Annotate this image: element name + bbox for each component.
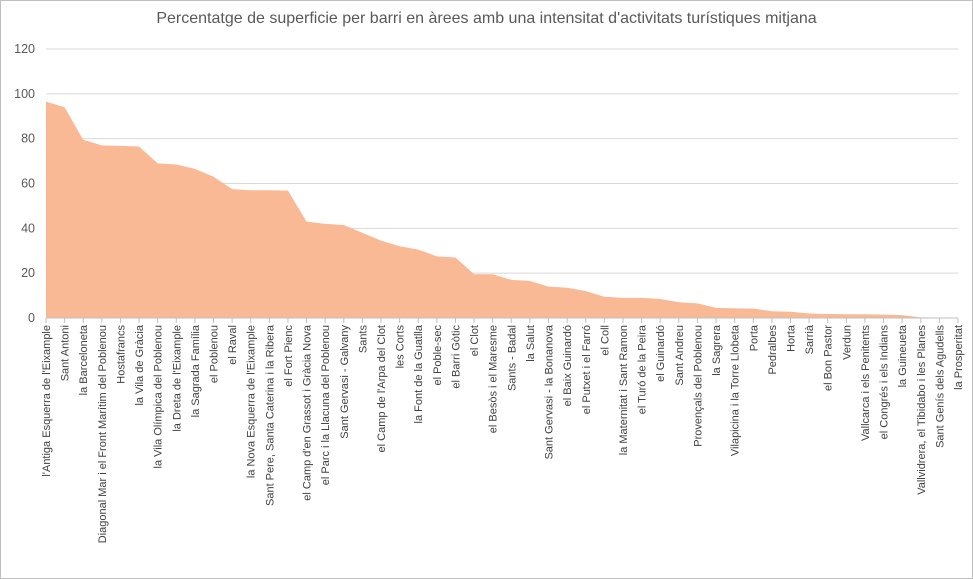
data-area — [46, 101, 958, 319]
chart-title: Percentatge de superficie per barri en à… — [156, 10, 817, 27]
x-tick-label: el Baix Guinardó — [562, 325, 574, 406]
x-tick-label: el Coll — [599, 325, 611, 356]
x-tick-label: la Sagrera — [711, 324, 723, 376]
x-tick-label: Diagonal Mar i el Front Marítim del Pobl… — [97, 325, 109, 543]
x-tick-label: el Turó de la Peira — [637, 324, 649, 414]
x-tick-label: Vallvidrera, el Tibidabo i les Planes — [916, 325, 928, 495]
x-tick-label: Porta — [748, 324, 760, 351]
x-tick-label: el Parc i la Llacuna del Poblenou — [320, 325, 332, 485]
area-series — [46, 101, 958, 319]
x-tick-label: Provençals del Poblenou — [692, 325, 704, 447]
x-tick-label: les Corts — [395, 325, 407, 369]
x-tick-label: Sant Gervasi - Galvany — [339, 325, 351, 439]
x-tick-label: el Camp d'en Grassot i Gràcia Nova — [302, 324, 314, 501]
x-tick-label: el Poblenou — [209, 325, 221, 383]
x-tick-label: el Camp de l'Arpa del Clot — [376, 325, 388, 452]
y-tick-label: 80 — [21, 132, 35, 146]
y-tick-label: 20 — [21, 266, 35, 280]
y-tick-label: 120 — [14, 42, 35, 56]
x-tick-label: Sant Genís dels Agudells — [934, 325, 946, 448]
x-tick-label: Sant Antoni — [60, 325, 72, 381]
x-tick-label: Hostafrancs — [115, 325, 127, 384]
x-tick-label: la Guineueta — [897, 324, 909, 387]
x-tick-label: la Salut — [525, 325, 537, 362]
x-tick-label: el Congrés i els Indians — [879, 325, 891, 440]
x-tick-label: el Bon Pastor — [823, 325, 835, 391]
x-tick-label: Sants — [357, 325, 369, 354]
x-tick-label: Sant Gervasi - la Bonanova — [544, 324, 556, 459]
x-tick-label: el Clot — [469, 325, 481, 356]
x-tick-label: l'Antiga Esquerra de l'Eixample — [41, 325, 53, 477]
x-tick-label: la Barceloneta — [78, 324, 90, 395]
x-tick-label: el Raval — [227, 325, 239, 365]
x-tick-label: el Putxet i el Farró — [581, 325, 593, 414]
x-axis-labels: l'Antiga Esquerra de l'Eixample Sant Anto… — [41, 324, 965, 543]
x-tick-label: Sant Andreu — [674, 325, 686, 386]
x-tick-label: el Fort Pienc — [283, 325, 295, 387]
x-tick-label: la Maternitat i Sant Ramon — [618, 325, 630, 455]
x-tick-label: Sarrià — [804, 324, 816, 354]
x-tick-label: la Vila Olímpica del Poblenou — [153, 325, 165, 469]
x-tick-label: la Prosperitat — [953, 325, 965, 390]
y-tick-label: 100 — [14, 87, 35, 101]
x-tick-label: Sant Pere, Santa Caterina i la Ribera — [264, 324, 276, 506]
x-tick-label: el Besòs i el Maresme — [488, 325, 500, 433]
x-tick-label: la Sagrada Família — [190, 324, 202, 417]
y-tick-label: 40 — [21, 221, 35, 235]
x-tick-label: Vilapicina i la Torre Llobeta — [730, 324, 742, 456]
y-tick-label: 60 — [21, 177, 35, 191]
y-axis-labels: 0 20 40 60 80 100 120 — [14, 42, 35, 325]
x-tick-label: Pedralbes — [767, 325, 779, 375]
x-tick-label: la Dreta de l'Eixample — [171, 325, 183, 432]
x-tick-label: la Font de la Guatlla — [413, 324, 425, 423]
x-tick-label: Sants - Badal — [506, 325, 518, 391]
x-tick-label: Horta — [786, 324, 798, 352]
x-tick-label: el Poble-sec — [432, 325, 444, 386]
x-tick-label: la Vila de Gràcia — [134, 324, 146, 405]
x-tick-label: el Guinardó — [655, 325, 667, 382]
y-tick-label: 0 — [28, 311, 35, 325]
x-tick-label: el Barri Gòtic — [451, 325, 463, 389]
x-tick-label: la Nova Esquerra de l'Eixample — [246, 325, 258, 478]
x-tick-label: Vallcarca i els Penitents — [860, 325, 872, 441]
x-tick-label: Verdun — [841, 325, 853, 360]
x-axis — [45, 317, 959, 323]
